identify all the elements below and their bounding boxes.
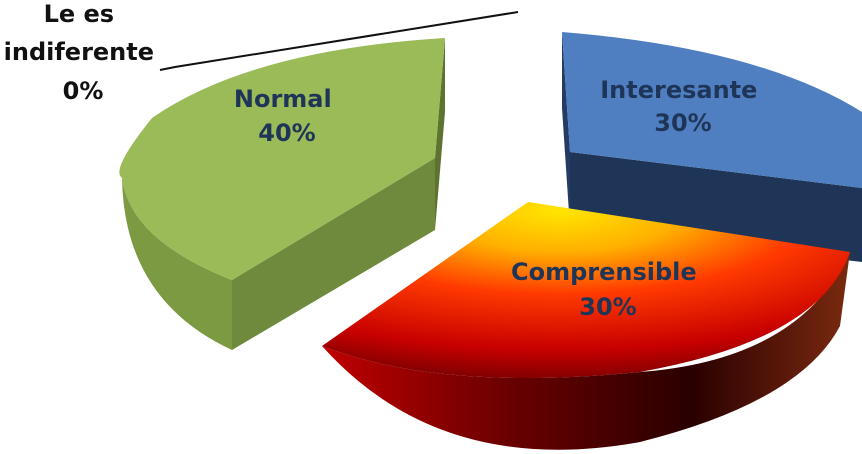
label-le-es-indiferente: Le es indiferente 0% [4, 0, 163, 105]
label-comprensible: Comprensible 30% [511, 258, 705, 321]
slice-interesante-back-face [562, 32, 570, 228]
slice-normal-top [119, 38, 446, 280]
slice-comprensible [322, 202, 850, 450]
label-comprensible-value: 30% [579, 293, 636, 321]
slice-interesante-top [562, 32, 862, 188]
slice-normal [119, 38, 446, 350]
slice-normal-side [122, 178, 232, 350]
slice-normal-inner-face [232, 158, 435, 350]
slice-comprensible-side [322, 252, 850, 450]
label-comprensible-name: Comprensible [511, 258, 697, 286]
label-le-es-indiferente-value: 0% [63, 77, 104, 105]
label-normal-value: 40% [258, 119, 315, 147]
label-interesante: Interesante 30% [600, 76, 766, 137]
label-normal-name: Normal [234, 85, 332, 113]
label-interesante-value: 30% [654, 109, 711, 137]
label-interesante-name: Interesante [600, 76, 757, 104]
slice-normal-back-face [435, 38, 445, 230]
label-normal: Normal 40% [234, 85, 340, 147]
label-le-es-indiferente-line2: indiferente [4, 38, 154, 66]
leader-line-le-es-indiferente [159, 11, 519, 71]
label-le-es-indiferente-line1: Le es [44, 0, 115, 28]
slice-comprensible-top [322, 202, 850, 379]
